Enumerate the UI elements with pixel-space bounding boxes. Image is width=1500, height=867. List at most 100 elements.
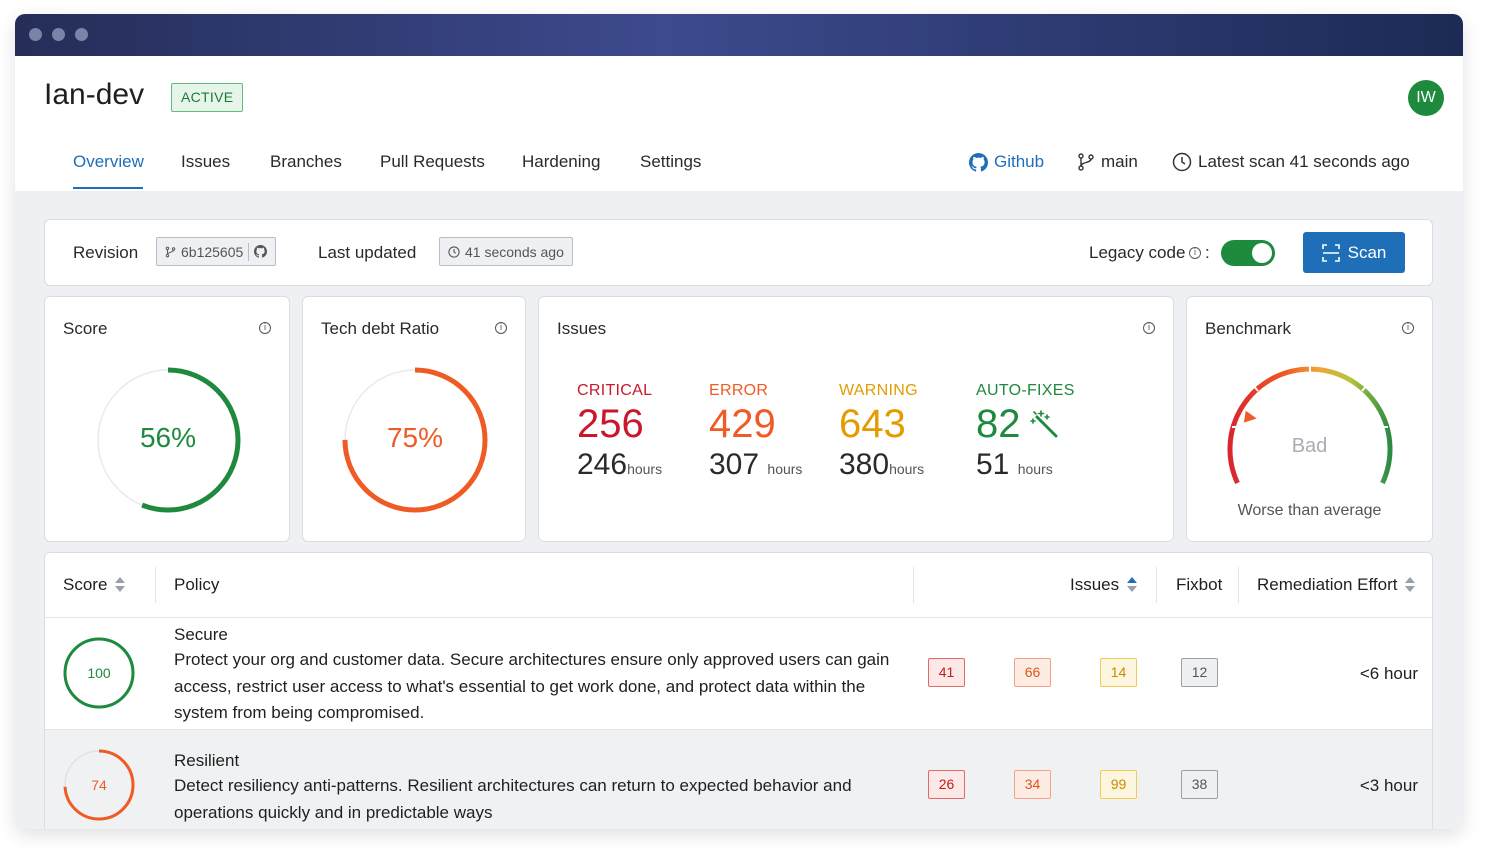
benchmark-caption: Worse than average (1237, 502, 1382, 519)
latest-scan-text: Latest scan 41 seconds ago (1198, 152, 1410, 171)
remediation-effort: <6 hour (1359, 664, 1418, 683)
last-updated-chip: 41 seconds ago (439, 237, 573, 266)
window-control-dot[interactable] (52, 28, 65, 41)
remediation-effort: <3 hour (1359, 776, 1418, 795)
warning-count: 643 (839, 402, 906, 446)
error-label: ERROR (709, 382, 769, 399)
scan-button[interactable]: Scan (1303, 232, 1405, 273)
score-value: 56% (139, 422, 197, 453)
error-count-badge[interactable]: 34 (1014, 770, 1051, 799)
github-link-label: Github (994, 152, 1045, 171)
revision-chip[interactable]: 6b125605 (156, 237, 277, 266)
git-branch-icon (1078, 153, 1094, 171)
warning-count-badge[interactable]: 99 (1100, 770, 1137, 799)
column-header-issues-label: Issues (1070, 575, 1120, 594)
table-row[interactable]: 74 Resilient Detect resiliency anti-patt… (45, 729, 1432, 829)
warning-hours: 380 (839, 448, 890, 481)
hours-unit: hours (767, 461, 803, 477)
sort-icon[interactable] (1127, 577, 1138, 593)
score-card-title: Score (63, 319, 108, 338)
issues-critical[interactable]: CRITICAL 256 246hours (577, 382, 662, 486)
gauge-pointer (1243, 410, 1257, 423)
row-score-ring: 74 (63, 749, 135, 821)
avatar[interactable]: IW (1408, 80, 1444, 116)
github-icon[interactable] (254, 245, 268, 258)
policy-description: Protect your org and customer data. Secu… (174, 650, 890, 722)
column-divider (913, 567, 914, 603)
clock-icon (1172, 152, 1192, 172)
column-header-fixbot[interactable]: Fixbot (1176, 575, 1223, 594)
fixbot-count-badge[interactable]: 38 (1181, 770, 1218, 799)
info-icon[interactable]: i (495, 322, 507, 334)
column-header-policy[interactable]: Policy (174, 575, 220, 594)
tech-debt-value: 75% (386, 422, 444, 453)
tab-overview[interactable]: Overview (73, 152, 144, 171)
gauge-ticks (1232, 365, 1388, 428)
tech-debt-card-title: Tech debt Ratio (321, 319, 440, 338)
critical-count-badge[interactable]: 41 (928, 658, 965, 687)
revision-bar: Revision 6b125605 Last updated 41 second… (44, 219, 1433, 286)
policy-table: Score Policy Issues Fixbot Remediation E… (44, 552, 1433, 829)
tech-debt-arc (342, 367, 488, 513)
tech-debt-card: Tech debt Ratio i 75% (302, 296, 526, 542)
error-count-badge[interactable]: 66 (1014, 658, 1051, 687)
info-icon[interactable]: i (259, 322, 271, 334)
tab-branches[interactable]: Branches (270, 152, 342, 171)
autofixes-count: 82 (976, 402, 1021, 446)
issues-autofixes[interactable]: AUTO-FIXES 82 51 hours (976, 382, 1075, 486)
sort-icon[interactable] (1405, 577, 1416, 593)
latest-scan-info: Latest scan 41 seconds ago (1172, 152, 1410, 172)
magic-wand-icon (1029, 410, 1057, 438)
git-commit-icon (165, 246, 176, 257)
legacy-code-colon: : (1205, 243, 1210, 262)
tab-hardening[interactable]: Hardening (522, 152, 601, 171)
github-icon (969, 152, 988, 172)
chip-divider (248, 242, 250, 261)
hours-unit: hours (1017, 461, 1053, 477)
critical-count: 256 (577, 402, 644, 446)
benchmark-card-title: Benchmark (1205, 319, 1291, 338)
column-header-score-label: Score (63, 575, 108, 594)
warning-count-badge[interactable]: 14 (1100, 658, 1137, 687)
issues-warning[interactable]: WARNING 643 380hours (839, 382, 924, 486)
tab-settings[interactable]: Settings (640, 152, 702, 171)
table-row[interactable]: 100 Secure Protect your org and customer… (45, 617, 1432, 729)
tab-pull-requests[interactable]: Pull Requests (380, 152, 485, 171)
legacy-code-label: Legacy code (1089, 243, 1186, 262)
info-icon[interactable]: i (1143, 322, 1155, 334)
critical-count-badge[interactable]: 26 (928, 770, 965, 799)
column-header-score[interactable]: Score (63, 575, 126, 595)
fixbot-count-badge[interactable]: 12 (1181, 658, 1218, 687)
page-title: Ian-dev (44, 78, 145, 111)
column-header-effort[interactable]: Remediation Effort (1257, 575, 1416, 595)
score-arc (95, 367, 241, 513)
window-control-dot[interactable] (75, 28, 88, 41)
issues-card: Issues i CRITICAL 256 246hours ERROR 429… (538, 296, 1174, 542)
tab-issues[interactable]: Issues (181, 152, 231, 171)
project-header: Ian-dev ACTIVE IW Overview Issues Branch… (15, 56, 1463, 191)
branch-name: main (1101, 152, 1138, 171)
tech-debt-ring: 75% (342, 367, 488, 513)
window-control-dot[interactable] (29, 28, 42, 41)
scan-button-label: Scan (1347, 242, 1387, 262)
info-icon[interactable]: i (1189, 247, 1201, 259)
sort-icon[interactable] (115, 577, 126, 593)
scan-icon (1321, 243, 1340, 262)
github-link[interactable]: Github (969, 152, 1044, 172)
hours-unit: hours (627, 461, 663, 477)
benchmark-gauge (1227, 365, 1393, 485)
policy-name: Resilient (174, 751, 240, 770)
policy-description: Detect resiliency anti-patterns. Resilie… (174, 776, 852, 822)
branch-selector[interactable]: main (1077, 152, 1138, 172)
info-icon[interactable]: i (1402, 322, 1414, 334)
autofixes-label: AUTO-FIXES (976, 382, 1075, 399)
issues-error[interactable]: ERROR 429 307 hours (709, 382, 802, 486)
column-divider (1156, 567, 1157, 603)
column-divider (1238, 567, 1239, 603)
column-header-effort-label: Remediation Effort (1257, 575, 1398, 594)
column-header-issues[interactable]: Issues (1070, 575, 1138, 595)
issues-card-title: Issues (557, 319, 607, 338)
legacy-code-toggle[interactable] (1221, 240, 1275, 266)
app-window: Ian-dev ACTIVE IW Overview Issues Branch… (15, 14, 1463, 829)
autofixes-hours: 51 (976, 448, 1010, 481)
